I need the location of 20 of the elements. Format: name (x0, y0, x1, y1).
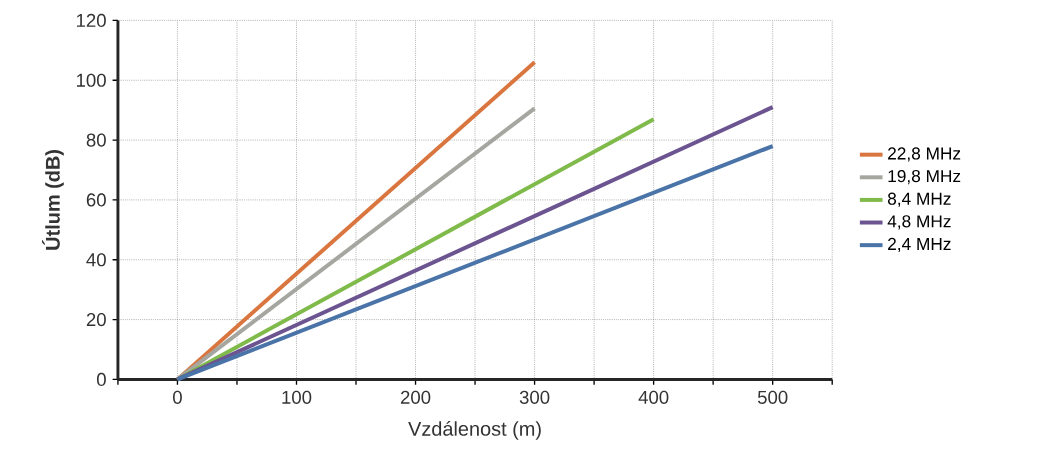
legend-label: 8,4 MHz (887, 192, 951, 207)
y-tick-label: 120 (76, 13, 106, 27)
x-tick-label: 400 (638, 390, 669, 404)
legend-label: 22,8 MHz (888, 147, 961, 162)
x-tick-label: 300 (519, 390, 550, 404)
x-tick-label: 0 (173, 390, 182, 404)
legend-label: 19,8 MHz (888, 169, 961, 185)
legend-label: 4,8 MHz (887, 215, 951, 230)
y-tick-label: 80 (86, 133, 106, 147)
x-tick-label: 500 (757, 390, 788, 404)
x-tick-label: 100 (282, 390, 312, 404)
y-tick-label: 0 (96, 372, 106, 386)
y-tick-label: 100 (76, 73, 106, 87)
x-axis-title: Vzdálenost (m) (408, 420, 541, 440)
y-tick-label: 60 (86, 193, 106, 207)
y-tick-label: 40 (86, 253, 106, 267)
x-tick-label: 200 (400, 390, 431, 404)
legend-label: 2,4 MHz (888, 237, 951, 253)
y-axis-title: Útlum (dB) (42, 149, 64, 250)
y-tick-label: 20 (86, 312, 106, 327)
